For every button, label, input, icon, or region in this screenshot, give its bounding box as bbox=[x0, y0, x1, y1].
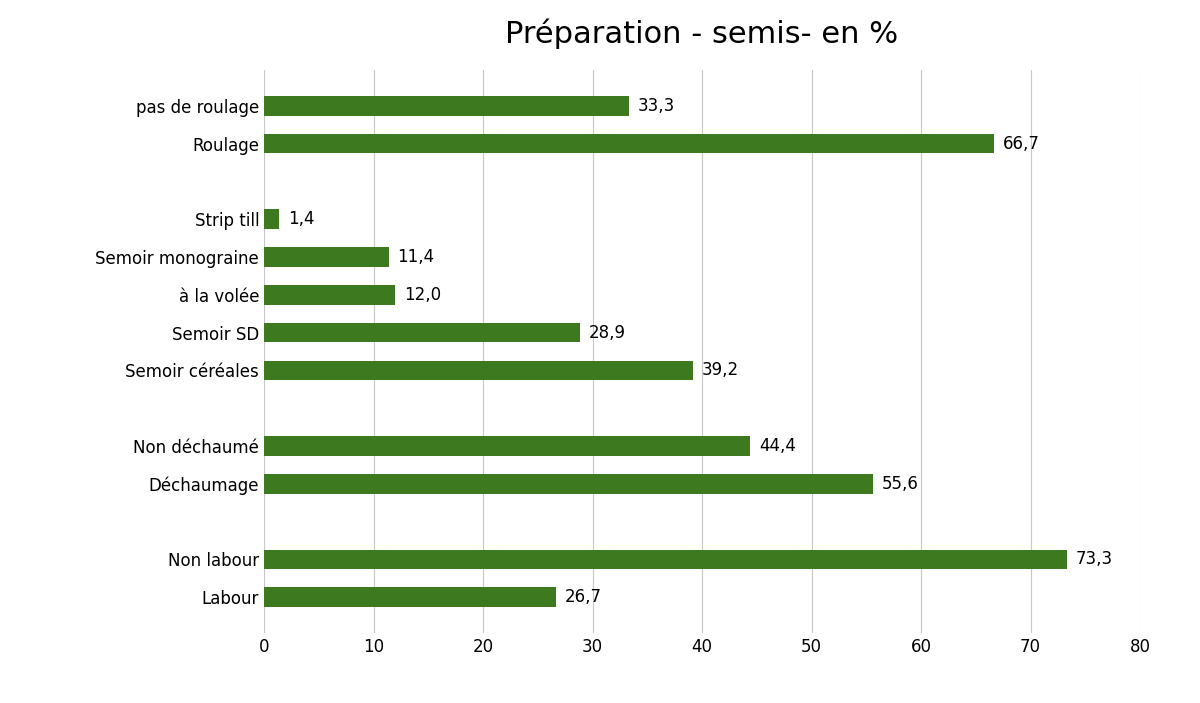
Bar bbox=[264, 247, 389, 267]
Bar bbox=[264, 209, 280, 229]
Text: 1,4: 1,4 bbox=[288, 210, 314, 228]
Bar bbox=[264, 323, 581, 342]
Bar bbox=[264, 588, 557, 607]
Bar bbox=[264, 96, 629, 115]
Bar bbox=[264, 361, 694, 380]
Bar bbox=[264, 436, 750, 456]
Bar bbox=[264, 474, 872, 494]
Text: 11,4: 11,4 bbox=[397, 248, 434, 266]
Bar bbox=[264, 134, 995, 153]
Text: 66,7: 66,7 bbox=[1003, 134, 1040, 153]
Text: 73,3: 73,3 bbox=[1075, 550, 1112, 569]
Text: 39,2: 39,2 bbox=[702, 361, 739, 380]
Text: 55,6: 55,6 bbox=[882, 475, 918, 493]
Text: 12,0: 12,0 bbox=[404, 286, 442, 304]
Text: 33,3: 33,3 bbox=[637, 97, 674, 115]
Text: 26,7: 26,7 bbox=[565, 588, 602, 606]
Title: Préparation - semis- en %: Préparation - semis- en % bbox=[505, 18, 899, 49]
Text: 28,9: 28,9 bbox=[589, 323, 626, 342]
Bar bbox=[264, 285, 396, 304]
Bar bbox=[264, 550, 1067, 569]
Text: 44,4: 44,4 bbox=[758, 437, 796, 455]
